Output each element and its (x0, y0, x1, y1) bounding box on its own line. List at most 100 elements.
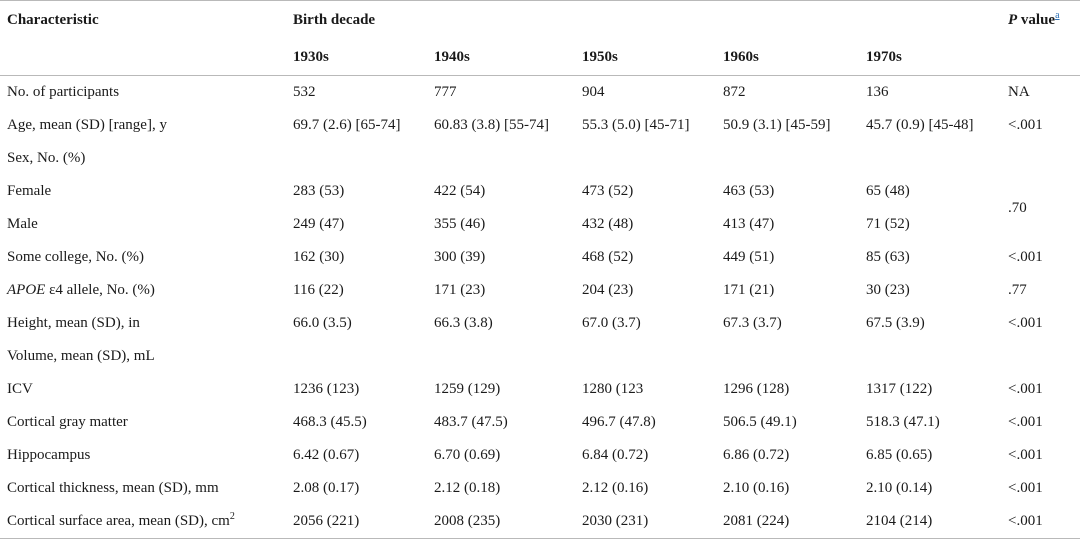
cell-value: 2030 (231) (575, 505, 716, 539)
cell-value: 6.86 (0.72) (723, 447, 790, 463)
header-p-rest: value (1017, 11, 1056, 28)
cell-value: 422 (54) (434, 183, 486, 199)
header-p-italic: P (1008, 11, 1018, 28)
footnote-link[interactable]: a (1055, 9, 1060, 21)
cell-value: 1259 (129) (434, 381, 501, 397)
cell-value: 136 (866, 84, 889, 100)
cell-value: 2.10 (0.16) (723, 480, 790, 496)
table-row: ICV 1236 (123) 1259 (129) 1280 (123 1296… (0, 373, 1080, 406)
cell-p-value: <.001 (1008, 381, 1043, 397)
cell-p-value: <.001 (1008, 249, 1043, 265)
cell-value: 71 (52) (866, 216, 910, 232)
cell-value: 204 (23) (582, 282, 634, 298)
cell-value: 904 (582, 84, 605, 100)
cell-value: 6.84 (0.72) (582, 447, 649, 463)
row-group-label: Volume, mean (SD), mL (7, 348, 155, 364)
row-label: Cortical surface area, mean (SD), cm2 (0, 505, 286, 539)
header-birth-decade: Birth decade (286, 0, 1001, 39)
cell-value: 532 (293, 84, 316, 100)
table-row: Cortical thickness, mean (SD), mm 2.08 (… (0, 472, 1080, 505)
row-label: ICV (7, 381, 33, 397)
row-label: APOE ε4 allele, No. (%) (0, 274, 286, 307)
cell-value: 1280 (123 (582, 381, 644, 397)
row-label: Cortical thickness, mean (SD), mm (7, 480, 219, 496)
cell-value: 45.7 (0.9) [45-48] (866, 117, 974, 133)
cell-value: 2081 (224) (716, 505, 859, 539)
row-label-sup: 2 (229, 511, 235, 522)
row-label-rest: ε4 allele, No. (%) (45, 282, 155, 298)
cell-value: 162 (30) (293, 249, 345, 265)
row-label-text: Cortical surface area, mean (SD), cm (7, 513, 230, 529)
cell-value: 468.3 (45.5) (293, 414, 367, 430)
cell-value: 1296 (128) (723, 381, 790, 397)
header-decade: 1950s (575, 39, 716, 76)
row-label: Some college, No. (%) (7, 249, 145, 265)
cell-value: 6.85 (0.65) (866, 447, 933, 463)
header-decade: 1960s (716, 39, 859, 76)
row-label: Hippocampus (7, 447, 91, 463)
cell-value: 1317 (122) (866, 381, 933, 397)
cell-value: 777 (434, 84, 457, 100)
row-label: Male (7, 216, 38, 232)
cell-value: 249 (47) (293, 216, 345, 232)
cell-value: 355 (46) (434, 216, 486, 232)
cell-value: 2104 (214) (859, 505, 1001, 539)
cell-p-value: <.001 (1008, 414, 1043, 430)
row-group-label: Sex, No. (%) (7, 150, 86, 166)
row-label-italic: APOE (7, 282, 46, 298)
cell-value: 171 (23) (434, 282, 486, 298)
table-row: Hippocampus 6.42 (0.67) 6.70 (0.69) 6.84… (0, 439, 1080, 472)
cell-value: 66.3 (3.8) (434, 315, 493, 331)
header-decade: 1940s (427, 39, 575, 76)
cell-value: 65 (48) (866, 183, 910, 199)
table-row: Male 249 (47) 355 (46) 432 (48) 413 (47)… (0, 208, 1080, 241)
row-label: No. of participants (7, 84, 120, 100)
row-label: Height, mean (SD), in (7, 315, 140, 331)
cell-value: 518.3 (47.1) (866, 414, 940, 430)
header-decade: 1970s (859, 39, 1001, 76)
cell-value: 55.3 (5.0) [45-71] (582, 117, 690, 133)
cell-p-value: .70 (1008, 199, 1027, 216)
cell-value: 2.10 (0.14) (866, 480, 933, 496)
cell-value: 171 (21) (723, 282, 775, 298)
cell-p-value: <.001 (1008, 117, 1043, 133)
cell-value: 872 (723, 84, 746, 100)
cell-value: 50.9 (3.1) [45-59] (723, 117, 831, 133)
row-label: Female (7, 183, 52, 199)
cell-p-value: <.001 (1001, 505, 1080, 539)
table-row: Age, mean (SD) [range], y 69.7 (2.6) [65… (0, 109, 1080, 142)
cell-value: 1236 (123) (293, 381, 360, 397)
cell-value: 67.3 (3.7) (723, 315, 782, 331)
table-row: Cortical gray matter 468.3 (45.5) 483.7 … (0, 406, 1080, 439)
cell-value: 468 (52) (582, 249, 634, 265)
cell-value: 483.7 (47.5) (434, 414, 508, 430)
table-row: Sex, No. (%) (0, 142, 1080, 175)
cell-p-value: .77 (1008, 282, 1027, 298)
cell-value: 116 (22) (293, 282, 344, 298)
table-row: Cortical surface area, mean (SD), cm2 20… (0, 505, 1080, 539)
cell-value: 2008 (235) (427, 505, 575, 539)
header-empty (0, 39, 286, 76)
table-row: Height, mean (SD), in 66.0 (3.5) 66.3 (3… (0, 307, 1080, 340)
header-decade: 1930s (286, 39, 427, 76)
table-row: Some college, No. (%) 162 (30) 300 (39) … (0, 241, 1080, 274)
cell-value: 432 (48) (582, 216, 634, 232)
cell-value: 6.42 (0.67) (293, 447, 360, 463)
header-empty (1001, 39, 1080, 76)
cell-value: 506.5 (49.1) (723, 414, 797, 430)
header-row-1: Characteristic Birth decade P valuea (0, 0, 1080, 39)
cell-value: 66.0 (3.5) (293, 315, 352, 331)
cell-p-value: NA (1008, 84, 1030, 100)
cell-value: 300 (39) (434, 249, 486, 265)
cell-value: 463 (53) (723, 183, 775, 199)
table-row: Volume, mean (SD), mL (0, 340, 1080, 373)
row-label: Cortical gray matter (7, 414, 128, 430)
table-row: Female 283 (53) 422 (54) 473 (52) 463 (5… (0, 175, 1080, 216)
cell-value: 60.83 (3.8) [55-74] (434, 117, 549, 133)
cell-value: 6.70 (0.69) (434, 447, 501, 463)
table-row: No. of participants 532 777 904 872 136 … (0, 76, 1080, 110)
header-row-2: 1930s 1940s 1950s 1960s 1970s (0, 39, 1080, 76)
cell-value: 69.7 (2.6) [65-74] (293, 117, 401, 133)
